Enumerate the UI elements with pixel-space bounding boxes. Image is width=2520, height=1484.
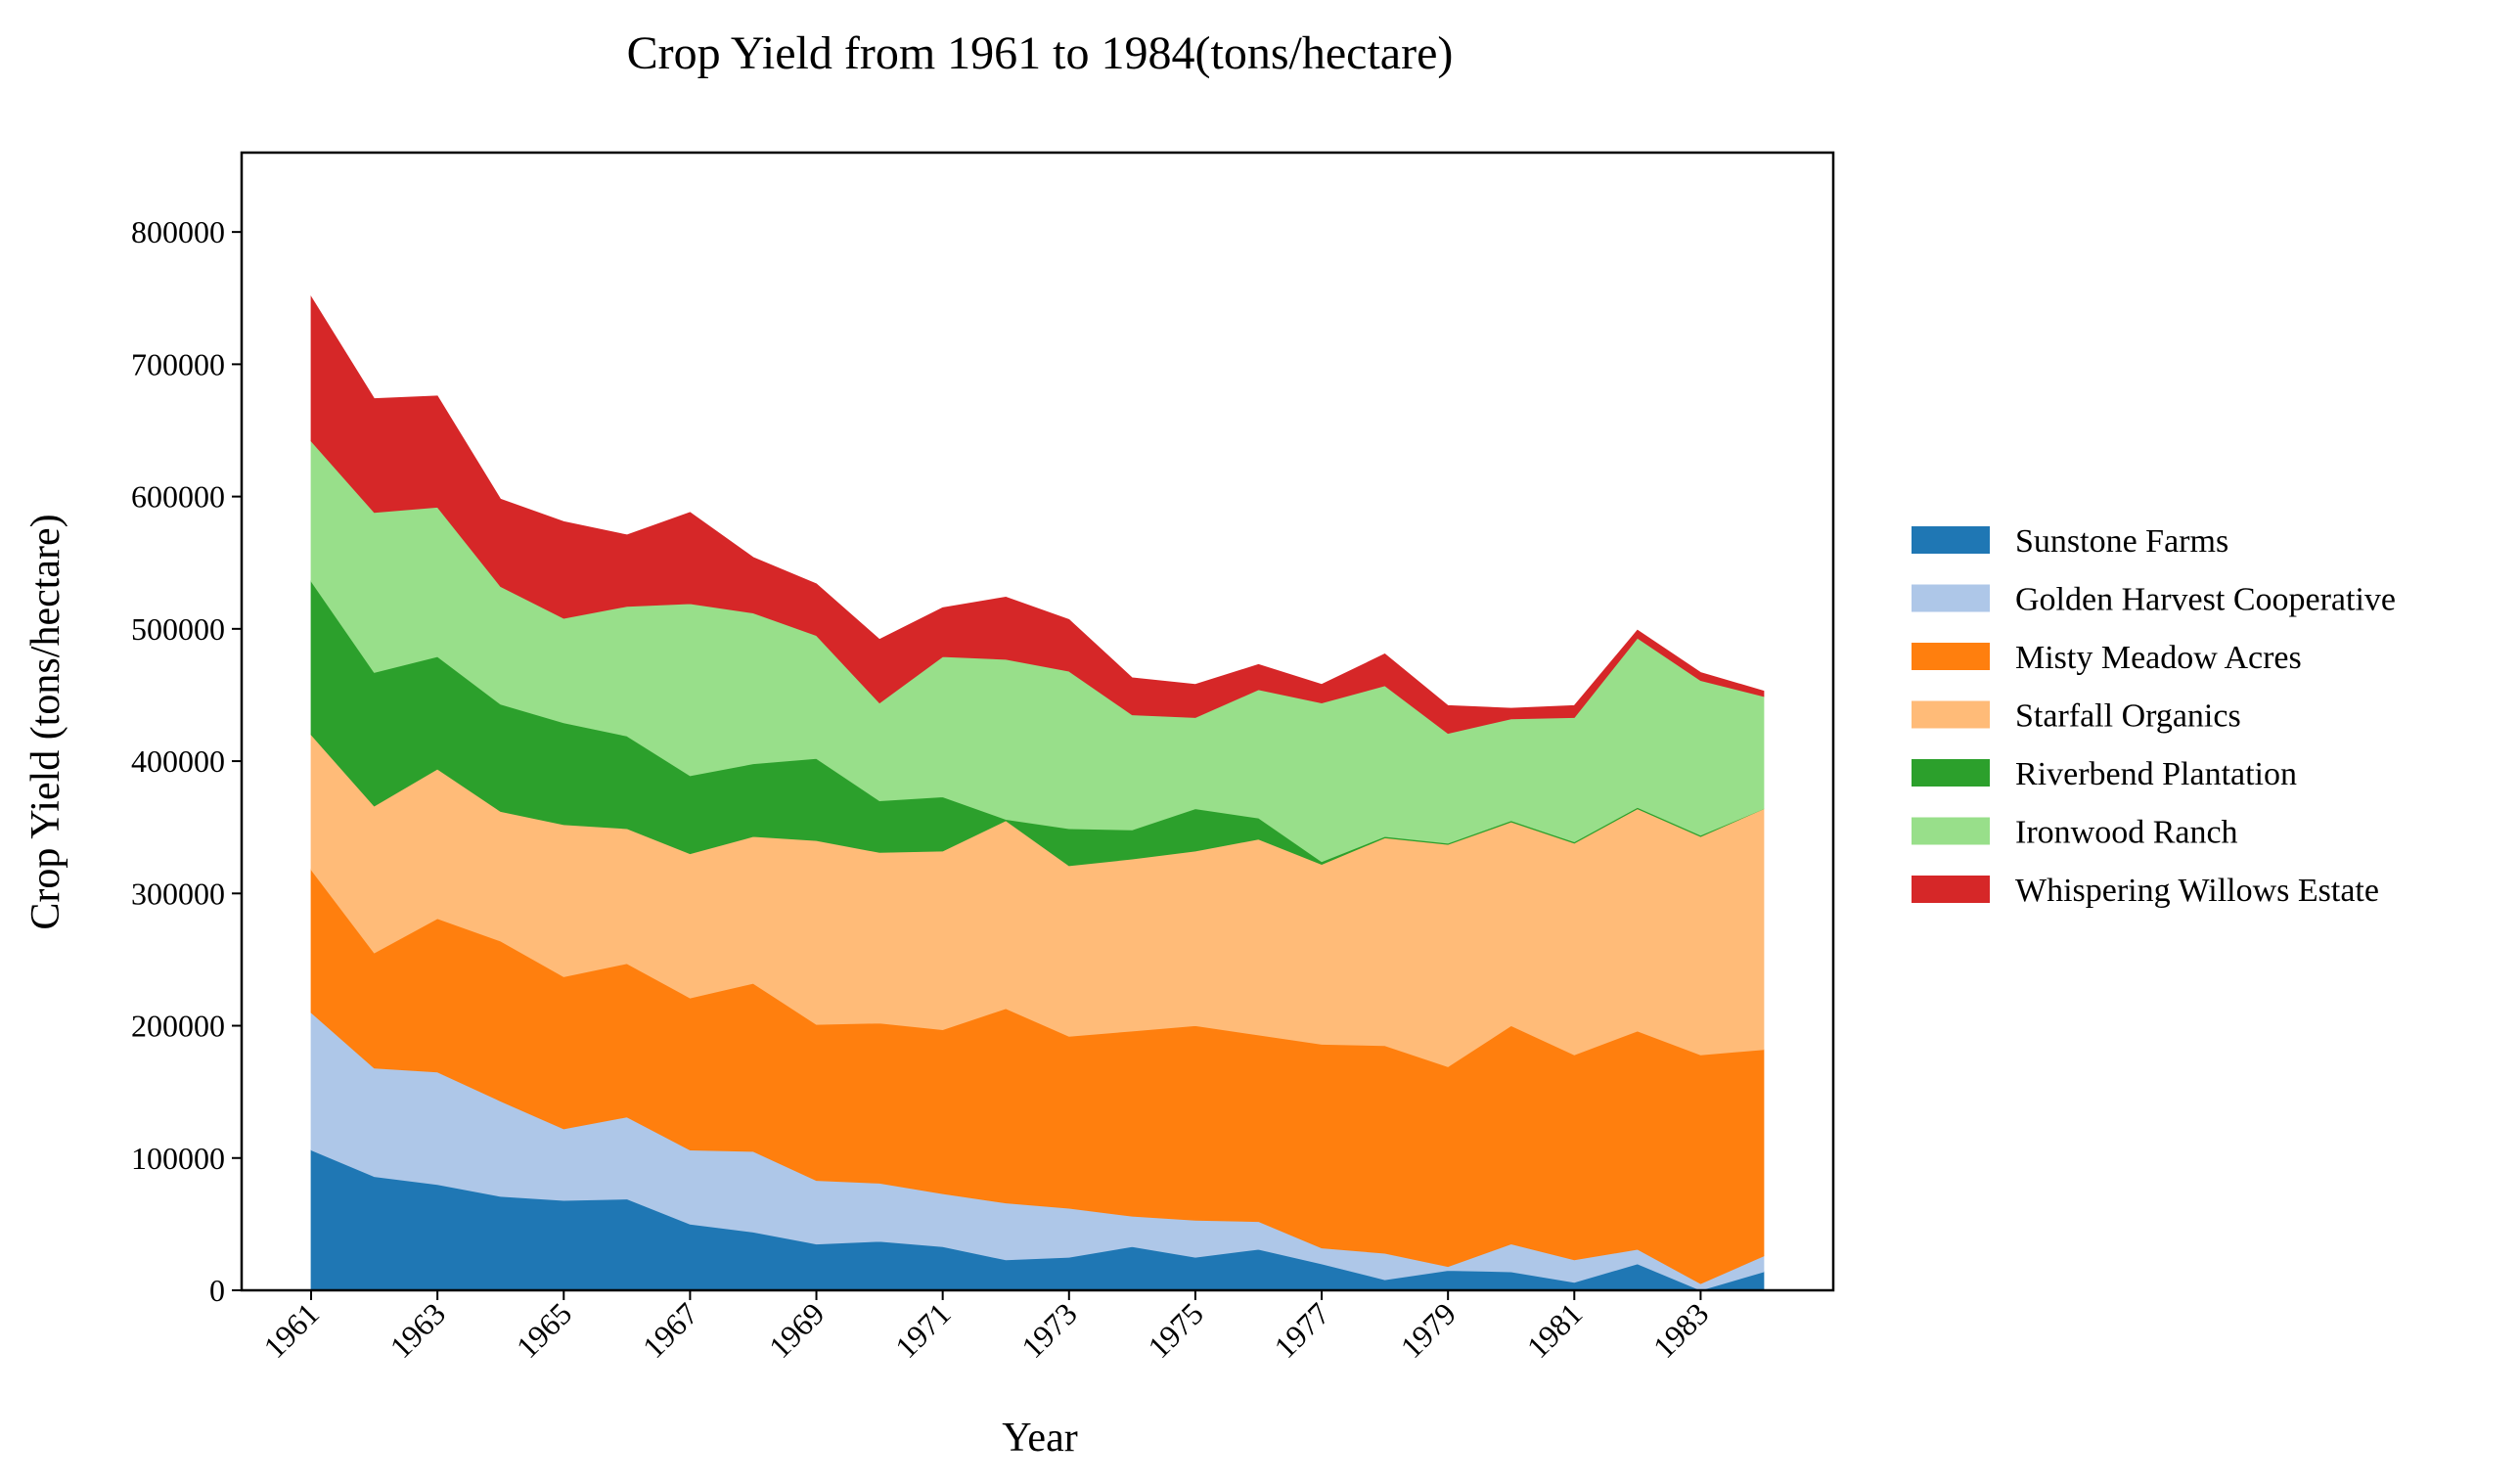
legend-swatch	[1912, 817, 1990, 845]
x-tick-label: 1967	[636, 1295, 705, 1365]
x-tick-label: 1965	[510, 1295, 579, 1365]
x-axis-label: Year	[1002, 1416, 1077, 1461]
y-tick-label: 600000	[131, 479, 225, 515]
x-tick-label: 1971	[888, 1295, 958, 1365]
y-tick-label: 400000	[131, 743, 225, 779]
plot-areas	[310, 294, 1765, 1291]
x-tick-label: 1975	[1141, 1295, 1210, 1365]
legend-label: Riverbend Plantation	[2015, 756, 2297, 792]
legend-swatch	[1912, 643, 1990, 670]
legend-swatch	[1912, 759, 1990, 787]
chart-title: Crop Yield from 1961 to 1984(tons/hectar…	[627, 27, 1454, 79]
y-tick-label: 100000	[131, 1141, 225, 1176]
x-tick-label: 1981	[1520, 1295, 1590, 1365]
x-tick-label: 1979	[1393, 1295, 1462, 1365]
y-axis-ticks: 0 100000 200000 300000 400000 500000 600000 700…	[131, 214, 242, 1308]
x-tick-label: 1977	[1267, 1295, 1336, 1365]
area-series-6	[310, 294, 1765, 735]
x-tick-label: 1963	[382, 1295, 452, 1365]
legend-swatch	[1912, 584, 1990, 612]
y-tick-label: 700000	[131, 346, 225, 382]
x-tick-label: 1983	[1646, 1295, 1716, 1365]
y-tick-label: 200000	[131, 1009, 225, 1044]
y-tick-label: 0	[209, 1273, 225, 1308]
x-tick-label: 1961	[256, 1295, 326, 1365]
y-axis-label: Crop Yield (tons/hectare)	[23, 514, 68, 929]
legend-swatch	[1912, 526, 1990, 554]
y-tick-label: 500000	[131, 611, 225, 647]
x-axis-ticks: 1961 1963 1965 1967 1969 1971 1973 1975 1977 1979…	[256, 1290, 1715, 1365]
legend: Sunstone Farms Golden Harvest Cooperative…	[1912, 523, 2396, 909]
y-tick-label: 800000	[131, 214, 225, 249]
legend-label: Ironwood Ranch	[2015, 815, 2238, 851]
legend-label: Golden Harvest Cooperative	[2015, 582, 2396, 618]
legend-swatch	[1912, 700, 1990, 729]
legend-label: Misty Meadow Acres	[2015, 640, 2302, 676]
x-tick-label: 1969	[762, 1295, 832, 1365]
legend-label: Whispering Willows Estate	[2015, 873, 2379, 909]
legend-label: Sunstone Farms	[2015, 523, 2228, 560]
legend-swatch	[1912, 876, 1990, 903]
plot-frame	[240, 151, 1835, 1292]
x-tick-label: 1973	[1014, 1295, 1084, 1365]
legend-label: Starfall Organics	[2015, 698, 2241, 735]
y-tick-label: 300000	[131, 876, 225, 911]
